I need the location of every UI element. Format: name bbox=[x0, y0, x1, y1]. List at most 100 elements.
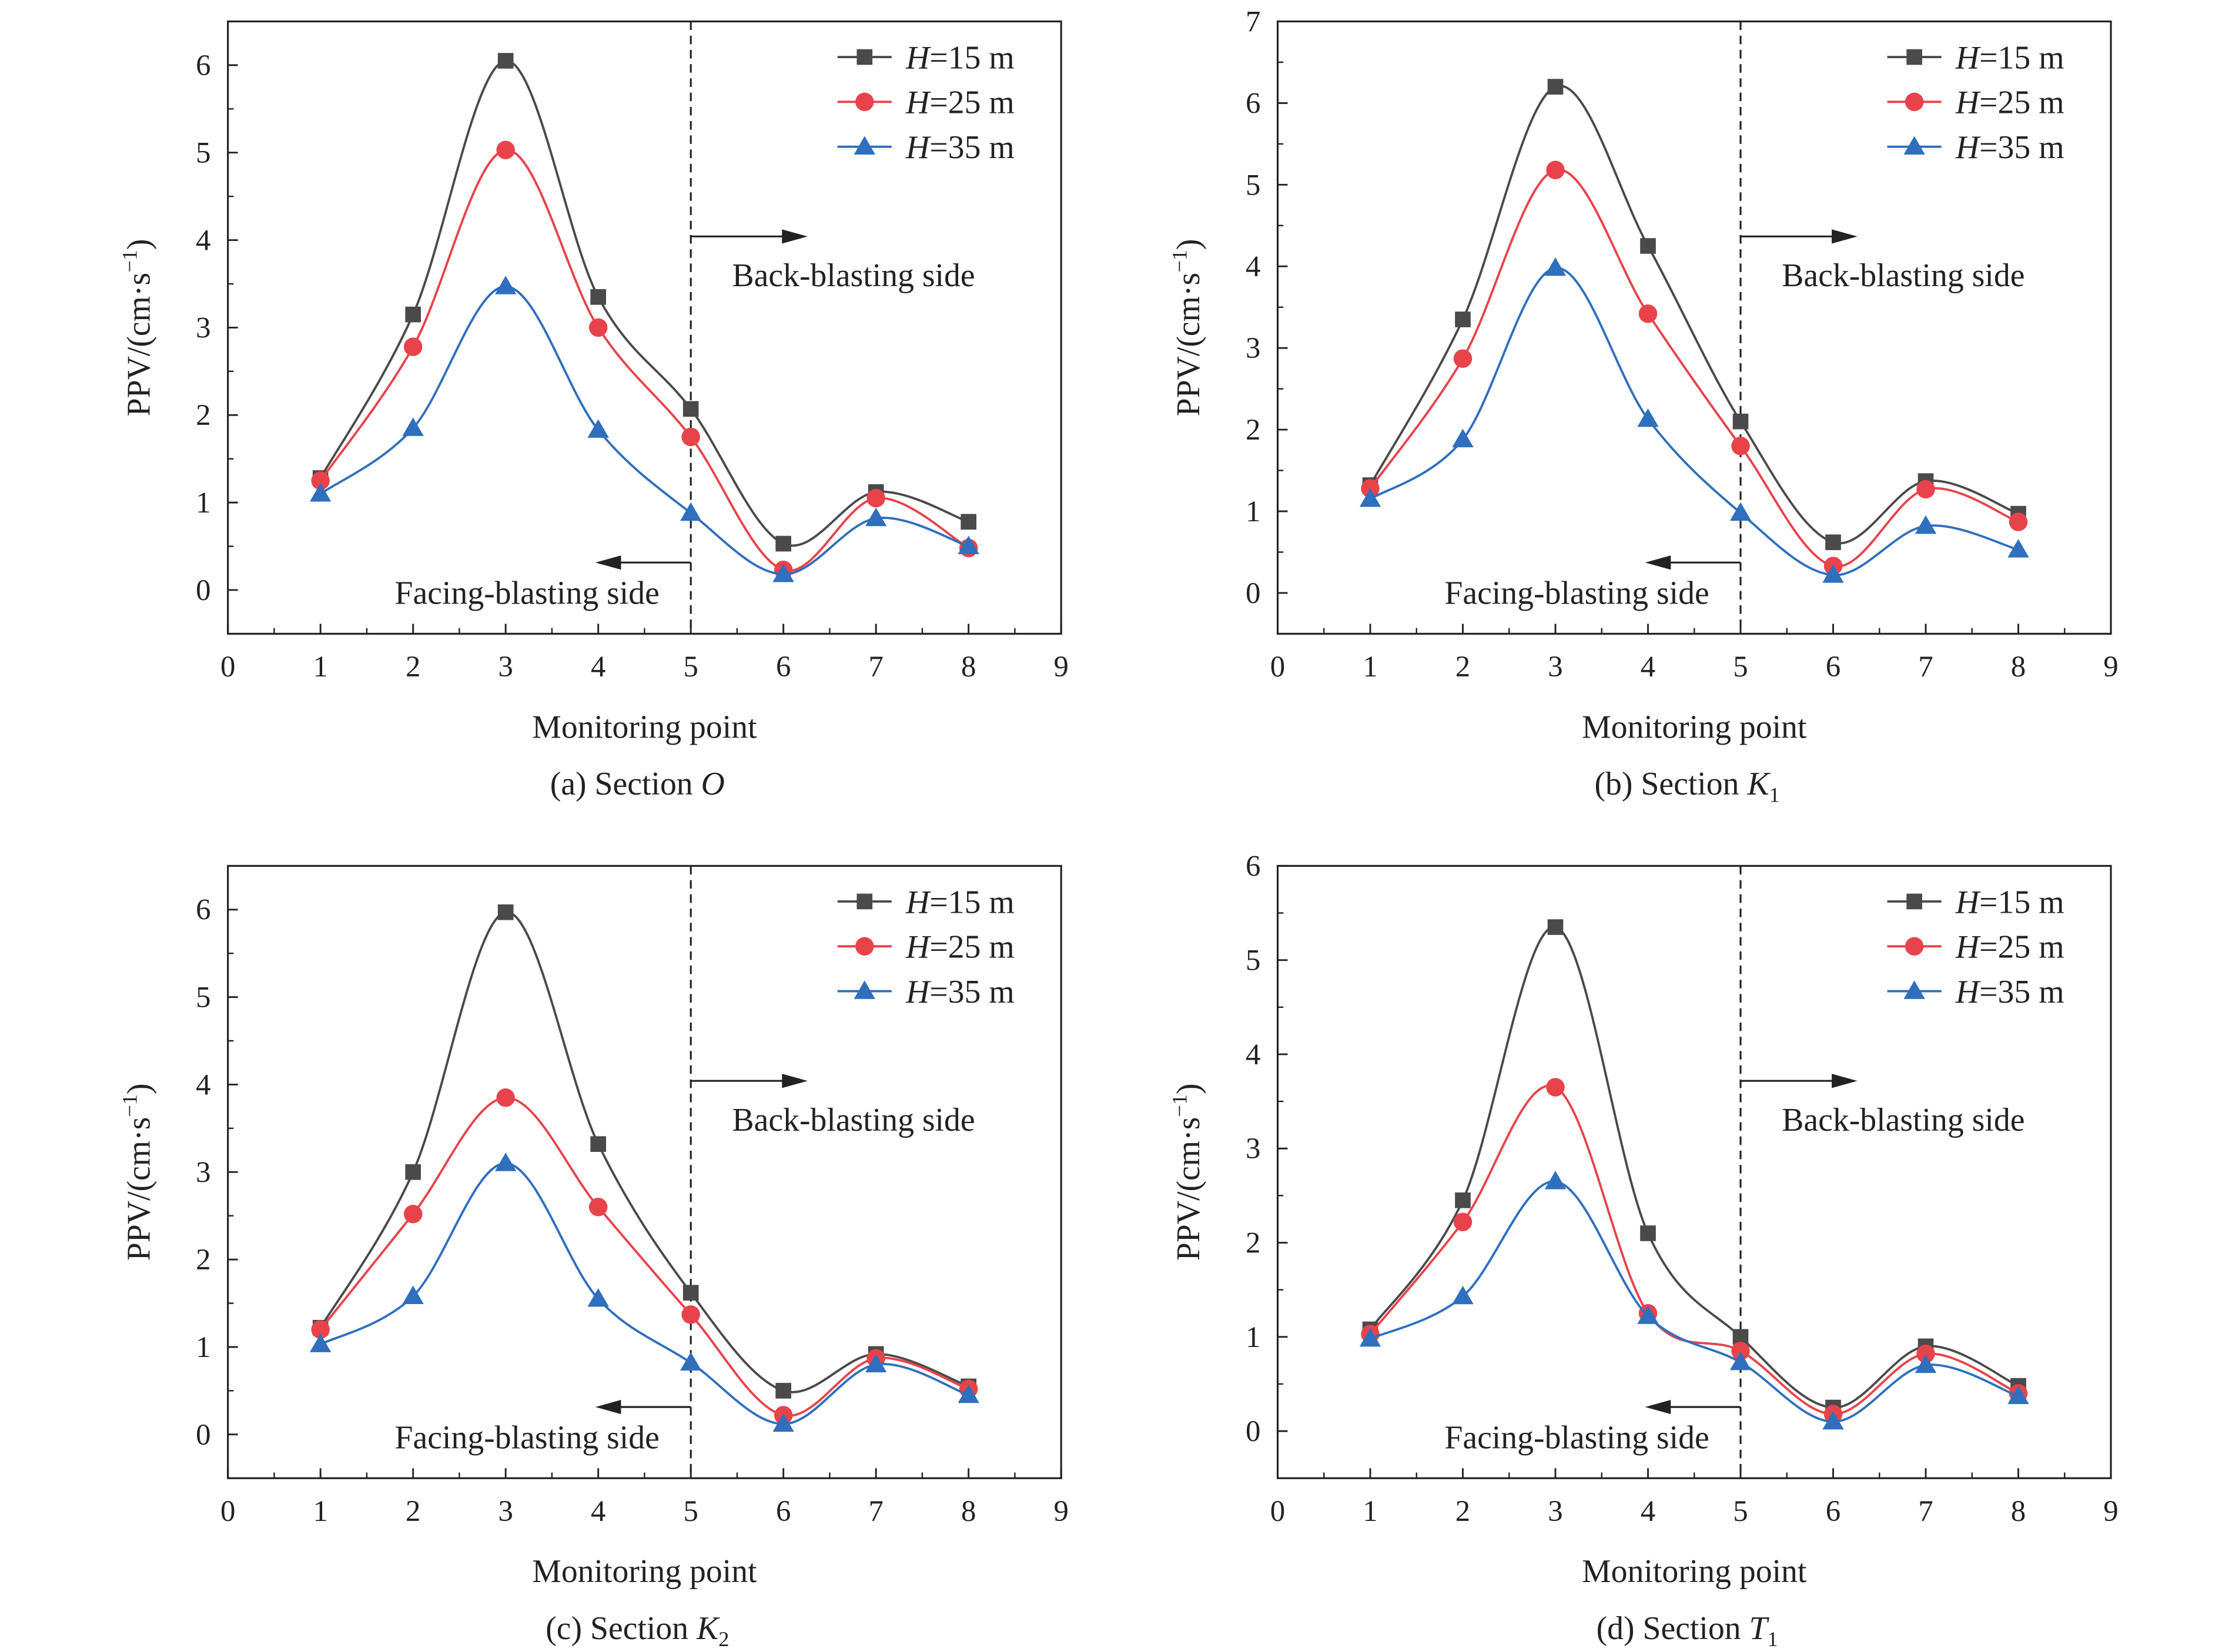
series-line bbox=[319, 1096, 969, 1418]
y-axis-label: PPV/(cm·s−1) bbox=[1167, 1083, 1207, 1261]
legend-label: H=15 m bbox=[1955, 39, 2064, 76]
data-point bbox=[1637, 1305, 1659, 1324]
x-tick-label: 7 bbox=[868, 1495, 883, 1528]
legend-label: H=15 m bbox=[905, 884, 1015, 920]
data-point bbox=[1822, 1410, 1844, 1430]
y-label-main: PPV/(cm·s bbox=[1170, 1117, 1207, 1261]
x-axis-label: Monitoring point bbox=[532, 1553, 757, 1590]
data-point bbox=[587, 419, 609, 438]
series-H25 bbox=[1361, 160, 2028, 575]
data-point bbox=[1453, 349, 1473, 368]
caption-sub: 1 bbox=[1769, 783, 1780, 806]
legend-marker-circle-icon bbox=[855, 92, 874, 112]
data-point bbox=[1915, 1354, 1937, 1373]
legend-label: H=15 m bbox=[1955, 884, 2064, 920]
back-blasting-label: Back-blasting side bbox=[1782, 257, 2024, 294]
data-point bbox=[680, 1352, 702, 1371]
data-point bbox=[1731, 1342, 1750, 1361]
legend-var: H bbox=[1955, 85, 1981, 121]
x-tick-label: 5 bbox=[1733, 1495, 1748, 1528]
legend-rest: =25 m bbox=[929, 85, 1014, 121]
legend-var: H bbox=[1955, 129, 1981, 166]
x-tick-label: 1 bbox=[313, 651, 327, 683]
y-tick-label: 1 bbox=[1246, 495, 1260, 528]
data-point bbox=[1452, 428, 1474, 448]
left-arrow-icon bbox=[1645, 555, 1671, 570]
legend-rest: =35 m bbox=[1979, 129, 2064, 166]
x-tick-label: 3 bbox=[498, 1495, 513, 1528]
caption-var: T bbox=[1749, 1610, 1770, 1647]
y-tick-label: 4 bbox=[1246, 1038, 1260, 1071]
y-tick-label: 5 bbox=[196, 981, 210, 1014]
x-tick-label: 0 bbox=[1270, 651, 1285, 683]
data-point bbox=[1729, 502, 1752, 521]
x-tick-label: 5 bbox=[1733, 651, 1748, 683]
x-tick-label: 8 bbox=[961, 651, 976, 683]
data-point bbox=[1915, 515, 1937, 534]
panel-caption: (c) Section K2 bbox=[546, 1610, 729, 1651]
x-tick-label: 6 bbox=[776, 651, 791, 683]
x-axis-label: Monitoring point bbox=[1582, 1553, 1807, 1590]
x-tick-label: 4 bbox=[591, 651, 605, 683]
x-tick-label: 6 bbox=[1826, 651, 1840, 683]
y-label-exp: −1 bbox=[118, 250, 142, 273]
data-point bbox=[1453, 1212, 1473, 1232]
data-point bbox=[865, 507, 887, 527]
x-axis-label: Monitoring point bbox=[1582, 709, 1807, 745]
x-tick-label: 9 bbox=[2103, 651, 2118, 683]
data-point bbox=[2007, 1385, 2029, 1405]
legend-marker-square-icon bbox=[856, 893, 873, 910]
data-point bbox=[680, 502, 702, 521]
x-tick-label: 8 bbox=[2011, 651, 2026, 683]
panel-caption: (a) Section O bbox=[550, 766, 725, 802]
y-label-exp: −1 bbox=[118, 1094, 142, 1117]
x-tick-label: 2 bbox=[406, 1495, 420, 1528]
y-label-close: ) bbox=[121, 239, 157, 250]
chart-panel-c: 0 1 2 3 4 5 6 7 8 9 0 1 2 3 4 5 6 Monitoring point PPV/(cm… bbox=[118, 864, 1069, 1651]
x-axis-label: Monitoring point bbox=[532, 709, 757, 745]
data-point bbox=[958, 1384, 979, 1403]
data-point bbox=[587, 1288, 609, 1307]
legend-rest: =25 m bbox=[929, 929, 1014, 966]
x-tick-label: 2 bbox=[406, 651, 420, 683]
y-tick-label: 2 bbox=[196, 399, 210, 432]
legend-var: H bbox=[905, 129, 931, 166]
legend-rest: =15 m bbox=[1979, 39, 2064, 76]
y-tick-label: 2 bbox=[1246, 1227, 1260, 1259]
x-tick-label: 4 bbox=[1641, 651, 1655, 683]
legend-rest: =25 m bbox=[1979, 929, 2064, 966]
data-point bbox=[310, 483, 332, 502]
data-point bbox=[1544, 1171, 1567, 1189]
series-line bbox=[319, 911, 969, 1393]
data-point bbox=[1546, 160, 1565, 180]
data-point bbox=[402, 1285, 424, 1304]
data-point bbox=[1359, 1328, 1381, 1347]
caption-var: K bbox=[696, 1610, 720, 1647]
y-label-main: PPV/(cm·s bbox=[1170, 273, 1207, 417]
legend-rest: =15 m bbox=[1979, 884, 2064, 920]
legend-label: H=35 m bbox=[905, 974, 1015, 1010]
data-point bbox=[1916, 480, 1935, 499]
x-tick-label: 0 bbox=[220, 1495, 235, 1528]
series-line bbox=[1369, 267, 2019, 577]
legend-marker-square-icon bbox=[856, 49, 873, 65]
caption-prefix: (a) Section bbox=[550, 766, 701, 802]
legend-label: H=35 m bbox=[905, 129, 1015, 166]
right-arrow-icon bbox=[1832, 1074, 1858, 1088]
y-tick-label: 0 bbox=[1246, 577, 1260, 610]
legend-marker-square-icon bbox=[1906, 49, 1922, 65]
y-tick-label: 4 bbox=[1246, 250, 1260, 283]
y-axis-label: PPV/(cm·s−1) bbox=[118, 239, 158, 417]
data-point bbox=[2009, 512, 2028, 531]
y-tick-label: 1 bbox=[1246, 1321, 1260, 1354]
data-point bbox=[403, 1205, 423, 1224]
y-axis-label: PPV/(cm·s−1) bbox=[118, 1083, 158, 1261]
data-point bbox=[495, 1152, 517, 1171]
legend-marker-triangle-icon bbox=[1903, 980, 1925, 999]
x-tick-label: 8 bbox=[2011, 1495, 2026, 1528]
x-tick-label: 4 bbox=[1641, 1495, 1655, 1528]
legend-rest: =35 m bbox=[929, 974, 1014, 1010]
data-point bbox=[588, 1198, 608, 1217]
back-blasting-label: Back-blasting side bbox=[1782, 1102, 2024, 1138]
